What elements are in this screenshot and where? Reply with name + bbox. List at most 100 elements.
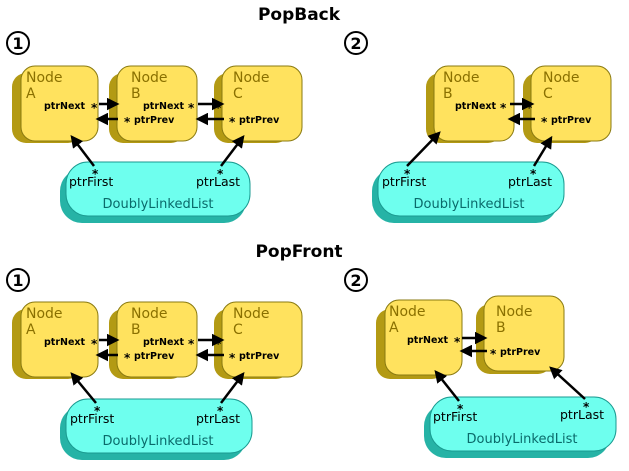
list-label: DoublyLinkedList <box>414 197 525 212</box>
node-label: Node <box>233 306 270 322</box>
popback-step2: Node B ptrNext * Node C * * ptrPrev * * … <box>372 65 612 223</box>
node-b: Node B * ptrPrev <box>476 295 565 374</box>
popback-step1: Node A ptrNext * Node B ptrNext * * ptrP… <box>12 65 303 223</box>
popfront-title: PopFront <box>255 242 342 262</box>
ptrprev-label: ptrPrev <box>239 351 280 362</box>
ptrnext-label: ptrNext <box>143 337 185 348</box>
ptrprev-label: ptrPrev <box>134 115 175 126</box>
ptrlast-arrow <box>532 135 553 167</box>
node-letter: B <box>131 322 141 338</box>
ptrnext-label: ptrNext <box>455 101 497 112</box>
ptrfirst-arrow <box>434 370 460 402</box>
star: * <box>92 167 99 181</box>
ptrfirst-arrow <box>70 135 95 167</box>
step-number: 2 <box>350 271 361 290</box>
node-letter: C <box>233 86 243 102</box>
step-number: 1 <box>12 34 23 53</box>
popfront-step1: Node A ptrNext * Node B ptrNext * * ptrP… <box>12 301 303 460</box>
ptrnext-label: ptrNext <box>407 335 449 346</box>
doubly-linked-list: * * ptrFirst ptrLast DoublyLinkedList <box>424 396 617 458</box>
ptrprev-label: ptrPrev <box>500 347 541 358</box>
doubly-linked-list: * * ptrFirst ptrLast DoublyLinkedList <box>60 398 253 460</box>
node-label: Node <box>543 70 580 86</box>
node-label: Node <box>233 70 270 86</box>
ptrlast-label: ptrLast <box>196 411 240 426</box>
ptrfirst-label: ptrFirst <box>433 409 477 424</box>
node-letter: A <box>26 322 36 338</box>
step-1-marker-popfront: 1 <box>6 268 30 292</box>
node-a: Node A ptrNext * <box>12 65 99 143</box>
node-letter: C <box>543 86 553 102</box>
node-label: Node <box>131 70 168 86</box>
doubly-linked-list: * * ptrFirst ptrLast DoublyLinkedList <box>60 161 251 223</box>
star: * <box>583 400 590 414</box>
ptrfirst-arrow <box>70 372 97 404</box>
star: * <box>229 351 236 365</box>
node-a: Node A ptrNext * <box>376 299 463 379</box>
node-letter: B <box>443 86 453 102</box>
popfront-step2: Node A ptrNext * Node B * ptrPrev * * pt… <box>376 295 617 458</box>
ptrlast-label: ptrLast <box>508 174 552 189</box>
star: * <box>217 404 224 418</box>
ptrfirst-arrow <box>406 131 441 167</box>
star: * <box>188 101 195 115</box>
star: * <box>457 402 464 416</box>
ptrnext-label: ptrNext <box>44 101 86 112</box>
ptrnext-label: ptrNext <box>44 337 86 348</box>
node-c: Node C * * ptrPrev <box>214 65 303 143</box>
node-label: Node <box>389 304 426 320</box>
star: * <box>500 101 507 115</box>
star: * <box>188 337 195 351</box>
ptrnext-label: ptrNext <box>143 101 185 112</box>
node-label: Node <box>26 70 63 86</box>
node-c: Node C * * ptrPrev <box>214 301 303 379</box>
ptrprev-label: ptrPrev <box>134 351 175 362</box>
list-label: DoublyLinkedList <box>467 432 578 447</box>
step-1-marker-popback: 1 <box>6 31 30 55</box>
node-label: Node <box>496 304 533 320</box>
node-b: Node B ptrNext * * ptrPrev <box>109 65 198 143</box>
ptrlast-arrow <box>549 366 586 400</box>
node-c: Node C * * ptrPrev <box>523 65 612 143</box>
ptrfirst-label: ptrFirst <box>69 174 113 189</box>
popback-title: PopBack <box>258 5 341 25</box>
star: * <box>454 335 461 349</box>
star: * <box>217 167 224 181</box>
star: * <box>404 167 411 181</box>
doubly-linked-list: * * ptrFirst ptrLast DoublyLinkedList <box>372 161 565 223</box>
node-b: Node B ptrNext * <box>426 65 515 143</box>
list-label: DoublyLinkedList <box>103 434 214 449</box>
ptrlast-label: ptrLast <box>196 174 240 189</box>
step-2-marker-popback: 2 <box>344 31 368 55</box>
ptrprev-label: ptrPrev <box>551 115 592 126</box>
ptrfirst-label: ptrFirst <box>70 411 114 426</box>
node-a: Node A ptrNext * <box>12 301 99 379</box>
node-letter: C <box>233 322 243 338</box>
ptrfirst-label: ptrFirst <box>382 174 426 189</box>
star: * <box>94 404 101 418</box>
list-label: DoublyLinkedList <box>103 197 214 212</box>
star: * <box>530 167 537 181</box>
node-letter: A <box>26 86 36 102</box>
star: * <box>124 115 131 129</box>
node-b: Node B ptrNext * * ptrPrev <box>109 301 198 379</box>
ptrlast-arrow <box>220 372 245 404</box>
star: * <box>124 351 131 365</box>
node-label: Node <box>26 306 63 322</box>
star: * <box>229 115 236 129</box>
star: * <box>91 337 98 351</box>
node-letter: B <box>131 86 141 102</box>
ptrlast-label: ptrLast <box>560 407 604 422</box>
star: * <box>541 115 548 129</box>
step-number: 2 <box>350 34 361 53</box>
node-letter: B <box>496 320 506 336</box>
step-2-marker-popfront: 2 <box>344 268 368 292</box>
star: * <box>91 101 98 115</box>
step-number: 1 <box>12 271 23 290</box>
star: * <box>490 347 497 361</box>
ptrprev-label: ptrPrev <box>239 115 280 126</box>
node-label: Node <box>131 306 168 322</box>
node-label: Node <box>443 70 480 86</box>
ptrlast-arrow <box>220 135 245 167</box>
